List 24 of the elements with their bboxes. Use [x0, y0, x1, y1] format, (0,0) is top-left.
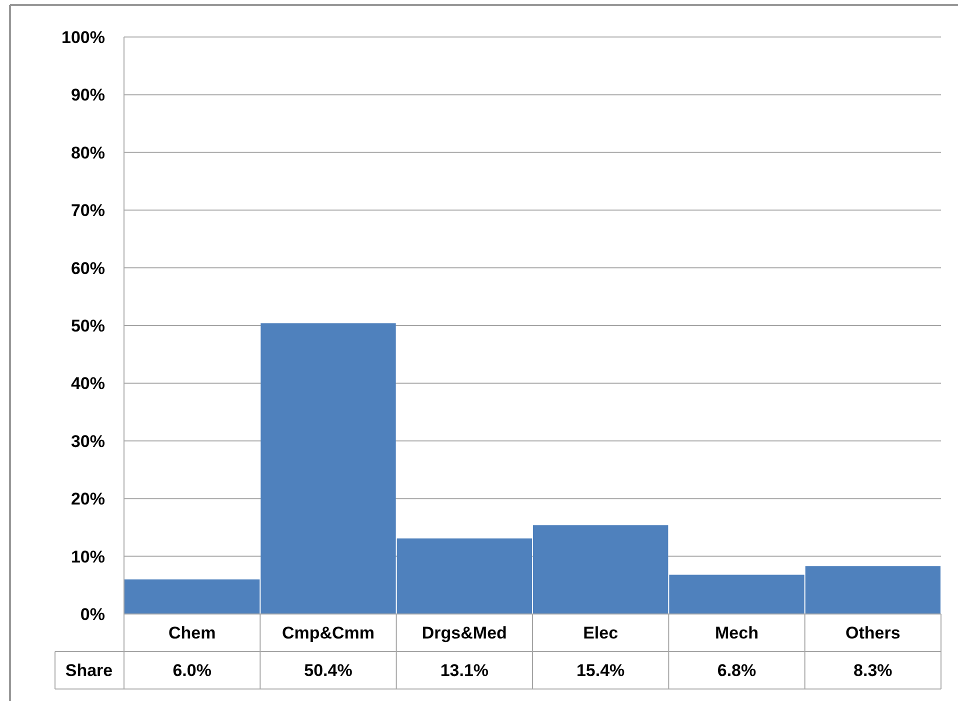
x-tick-label: Chem — [168, 624, 216, 643]
data-label: 6.0% — [172, 661, 212, 680]
x-tick-label: Mech — [715, 624, 758, 643]
y-tick-label: 60% — [70, 258, 105, 278]
data-label: 6.8% — [717, 661, 756, 680]
y-tick-label: 50% — [70, 316, 105, 336]
data-label: 8.3% — [854, 661, 892, 680]
y-tick-label: 100% — [62, 28, 105, 47]
y-tick-label: 80% — [70, 143, 105, 162]
x-tick-label: Drgs&Med — [422, 624, 507, 643]
x-tick-label: Others — [846, 624, 900, 643]
y-tick-label: 70% — [70, 201, 105, 220]
y-tick-label: 90% — [70, 86, 105, 105]
data-label: 50.4% — [304, 661, 352, 680]
y-tick-label: 40% — [70, 374, 105, 394]
text: Share — [65, 661, 113, 680]
y-tick-label: 10% — [70, 547, 105, 566]
y-tick-label: 20% — [70, 490, 105, 509]
y-tick-label: 0% — [80, 604, 105, 624]
x-tick-label: Elec — [583, 624, 618, 643]
y-tick-label: 30% — [70, 432, 105, 451]
data-label: 13.1% — [440, 661, 489, 680]
x-tick-label: Cmp&Cmm — [282, 624, 375, 643]
data-label: 15.4% — [576, 661, 625, 680]
